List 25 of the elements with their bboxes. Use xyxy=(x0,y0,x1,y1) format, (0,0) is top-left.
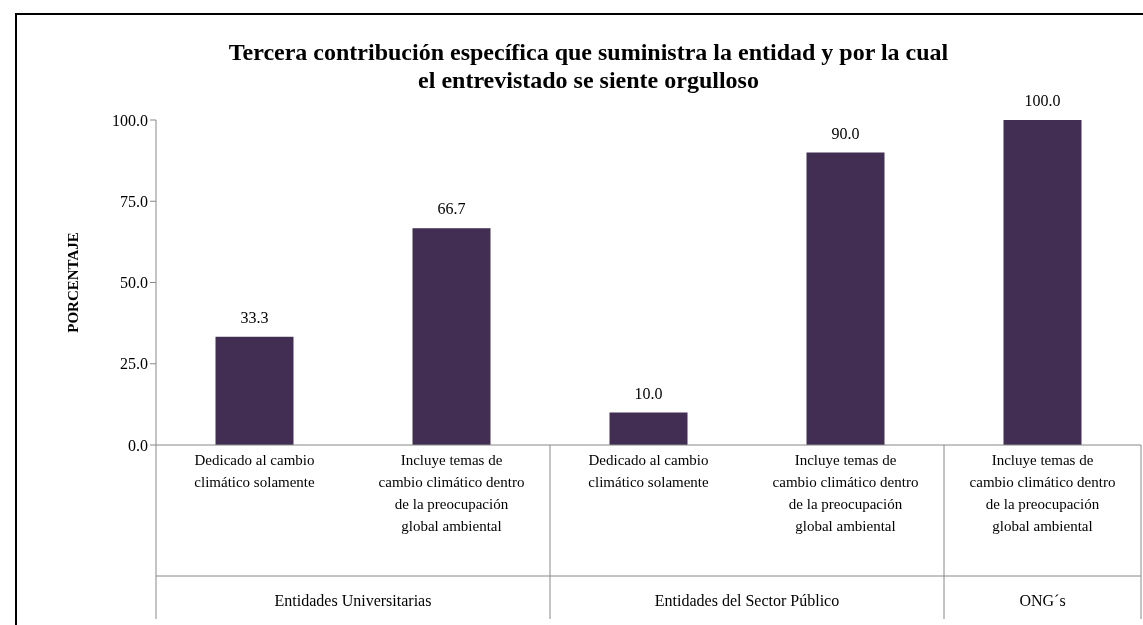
bar xyxy=(609,412,688,445)
x-tick-label: Incluye temas de cambio climático dentro de la preocupación global ambiental xyxy=(378,452,525,534)
data-label: 100.0 xyxy=(1024,92,1061,109)
text: ONG´s xyxy=(1019,592,1066,609)
data-label: 66.7 xyxy=(437,200,466,218)
y-tick-label: 25.0 xyxy=(120,355,148,373)
data-label: 10.0 xyxy=(634,384,663,402)
x-tick-label: Dedicado al cambio climático solamente xyxy=(588,452,710,490)
x-tick-label: Incluye temas de cambio climático dentro de la preocupación global ambiental xyxy=(969,452,1116,534)
text: Entidades del Sector Público xyxy=(654,592,840,609)
x-tick-label: Dedicado al cambio climático solamente xyxy=(194,452,316,490)
bar xyxy=(412,228,491,445)
y-tick-label: 50.0 xyxy=(120,274,148,292)
y-axis-title: PORCENTAJE xyxy=(65,232,81,333)
data-label: 90.0 xyxy=(831,124,860,142)
data-label: 33.3 xyxy=(240,308,269,326)
y-tick-label: 100.0 xyxy=(112,111,148,129)
y-tick-label: 0.0 xyxy=(128,436,148,454)
bar xyxy=(215,336,294,445)
x-tick-label: Incluye temas de cambio climático dentro de la preocupación global ambiental xyxy=(772,452,919,534)
y-tick-label: 75.0 xyxy=(120,192,148,210)
bar xyxy=(806,152,885,445)
text: Entidades Universitarias xyxy=(274,592,432,609)
bar xyxy=(1003,120,1082,445)
chart-title: Tercera contribución específica que suministra la entidad y por la cual el entrevistado se siente orgulloso xyxy=(228,39,949,93)
